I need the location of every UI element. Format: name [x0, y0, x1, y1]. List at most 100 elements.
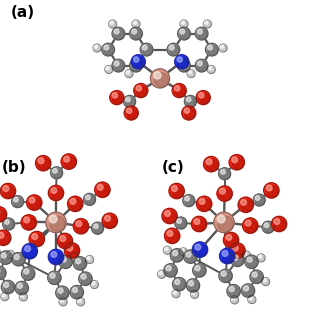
Circle shape [98, 185, 109, 197]
Circle shape [173, 291, 180, 298]
Circle shape [108, 20, 117, 28]
Circle shape [78, 299, 84, 306]
Circle shape [64, 157, 76, 169]
Text: (a): (a) [11, 5, 35, 20]
Circle shape [244, 286, 249, 291]
Circle shape [94, 225, 103, 234]
Circle shape [220, 188, 225, 194]
Circle shape [229, 286, 234, 292]
Circle shape [132, 29, 137, 34]
Circle shape [1, 253, 6, 258]
Circle shape [72, 254, 75, 257]
Circle shape [169, 45, 174, 50]
Circle shape [180, 61, 185, 66]
Circle shape [59, 255, 72, 268]
Circle shape [245, 220, 251, 226]
Circle shape [196, 245, 207, 257]
Circle shape [247, 257, 252, 262]
Circle shape [229, 155, 244, 170]
Circle shape [59, 298, 67, 306]
Circle shape [223, 252, 234, 263]
Circle shape [186, 279, 200, 292]
Circle shape [64, 243, 80, 258]
Circle shape [233, 246, 244, 258]
Circle shape [195, 220, 206, 231]
Circle shape [227, 236, 238, 247]
Circle shape [253, 194, 265, 206]
Circle shape [3, 218, 15, 230]
Circle shape [132, 61, 137, 66]
Circle shape [248, 295, 256, 304]
Circle shape [207, 65, 215, 74]
Circle shape [50, 274, 60, 284]
Circle shape [271, 216, 287, 232]
Circle shape [261, 277, 270, 286]
Circle shape [39, 159, 50, 170]
Circle shape [140, 43, 153, 56]
Circle shape [0, 251, 12, 264]
Circle shape [173, 291, 176, 294]
Circle shape [179, 248, 188, 256]
Circle shape [165, 248, 171, 254]
Circle shape [172, 277, 186, 291]
Circle shape [0, 232, 4, 238]
Circle shape [257, 254, 265, 262]
Circle shape [110, 91, 124, 105]
Circle shape [133, 21, 136, 24]
Circle shape [186, 97, 191, 102]
Circle shape [86, 196, 95, 205]
Circle shape [172, 186, 177, 191]
Circle shape [177, 219, 181, 223]
Circle shape [164, 247, 168, 251]
Circle shape [264, 223, 269, 228]
Circle shape [192, 242, 208, 257]
Circle shape [76, 298, 85, 306]
Circle shape [125, 69, 133, 78]
Circle shape [81, 275, 92, 285]
Circle shape [165, 212, 177, 223]
Circle shape [126, 71, 133, 77]
Circle shape [38, 158, 44, 164]
Circle shape [81, 274, 86, 279]
Circle shape [2, 294, 5, 297]
Circle shape [252, 273, 263, 283]
Circle shape [195, 59, 208, 72]
Circle shape [76, 222, 88, 233]
Circle shape [208, 46, 218, 55]
Circle shape [72, 254, 78, 261]
Circle shape [169, 183, 184, 199]
Circle shape [57, 233, 73, 249]
Circle shape [172, 251, 178, 256]
Circle shape [243, 218, 258, 233]
Circle shape [105, 215, 110, 221]
Circle shape [220, 189, 232, 201]
Circle shape [22, 244, 37, 259]
Circle shape [220, 45, 227, 52]
Circle shape [205, 43, 218, 56]
Circle shape [130, 27, 142, 40]
Circle shape [61, 258, 72, 268]
Circle shape [24, 269, 29, 274]
Circle shape [2, 294, 9, 300]
Circle shape [29, 197, 35, 203]
Circle shape [130, 59, 142, 72]
Circle shape [166, 266, 177, 276]
Circle shape [188, 71, 195, 77]
Circle shape [60, 236, 72, 248]
Circle shape [233, 256, 244, 266]
Circle shape [49, 215, 57, 223]
Circle shape [199, 93, 210, 104]
Circle shape [73, 219, 89, 234]
Circle shape [197, 29, 202, 34]
Circle shape [70, 253, 79, 261]
Circle shape [197, 61, 202, 66]
Circle shape [102, 213, 117, 228]
Circle shape [86, 195, 90, 200]
Circle shape [208, 45, 212, 50]
Circle shape [2, 253, 12, 264]
Circle shape [255, 196, 260, 200]
Circle shape [12, 252, 25, 266]
Circle shape [218, 216, 233, 232]
Circle shape [21, 267, 35, 280]
Circle shape [30, 198, 41, 210]
